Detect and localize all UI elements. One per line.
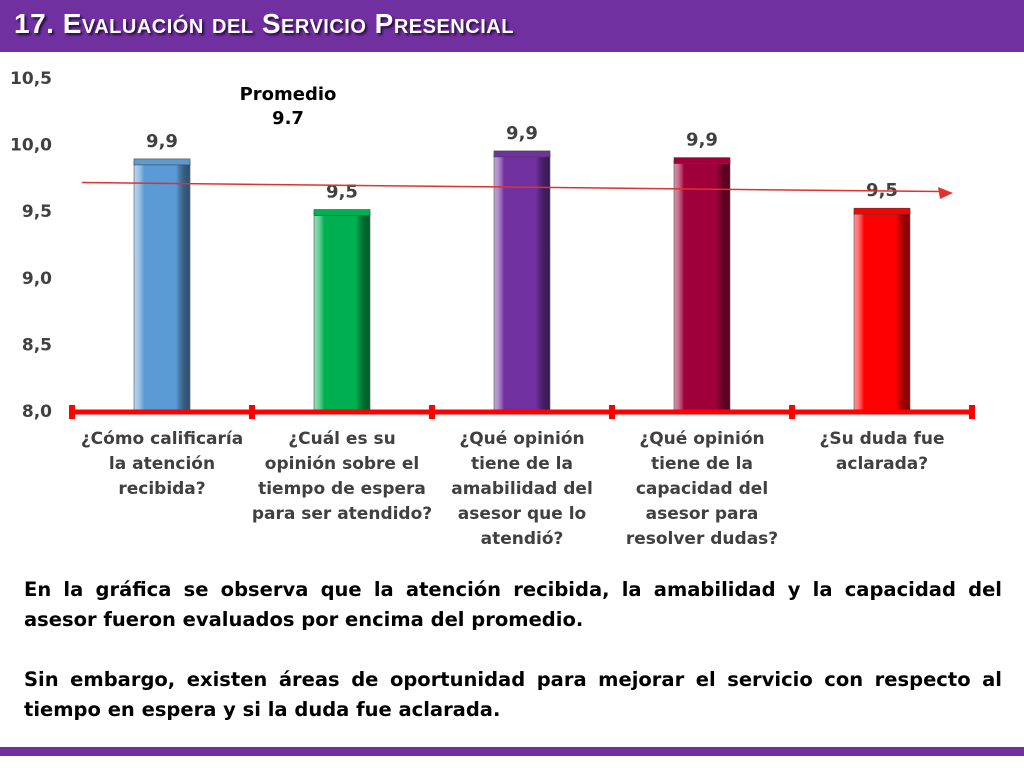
x-category-label-line: opinión sobre el [264,454,420,474]
x-category-label-line: atendió? [480,529,564,549]
x-category-label-line: aclarada? [835,454,929,474]
x-category-label-line: asesor para [645,504,759,524]
x-category-label: ¿Qué opinión tiene de la amabilidad del ase… [427,427,617,552]
title-bar: 17. Evaluación del Servicio Presencial [0,0,1024,52]
x-category-label-line: tiempo de espera [258,479,426,499]
bar-cap [313,209,371,216]
x-axis-tick [789,405,795,419]
note-paragraph-1: En la gráfica se observa que la atención… [24,578,1002,631]
x-category-label-line: asesor que lo [457,504,587,524]
page-title: 17. Evaluación del Servicio Presencial [14,8,514,39]
x-category-label-line: ¿Qué opinión [459,429,585,449]
average-value: 9.7 [272,108,304,129]
x-axis-tick [429,405,435,419]
x-category-label-line: resolver dudas? [625,529,779,549]
y-tick-label: 10,0 [10,136,52,156]
bar [853,210,911,412]
average-arrowhead [938,187,953,199]
y-tick-label: 9,0 [22,269,52,289]
x-category-label-line: la atención [108,454,216,474]
data-label: 9,9 [146,131,178,152]
bar-cap [493,150,551,158]
bar-cap [673,157,731,164]
bar [493,153,551,412]
average-line [81,181,941,193]
x-category-label-line: ¿Qué opinión [639,429,765,449]
x-category-label-line: tiene de la [471,454,573,474]
x-category-label-line: tiene de la [651,454,753,474]
x-category-label-line: capacidad del [635,479,769,499]
x-category-label-line: para ser atendido? [251,504,433,524]
x-category-label-line: ¿Cómo calificaría [80,429,244,449]
x-axis-tick [249,405,255,419]
bar [133,161,191,412]
data-label: 9,9 [506,123,538,144]
bottom-bar [0,747,1024,756]
y-tick-label: 10,5 [10,69,52,89]
y-tick-label: 8,0 [22,402,52,422]
x-category-label: ¿Qué opinión tiene de la capacidad del ases… [607,427,797,552]
bar [673,160,731,412]
x-axis-tick [969,405,975,419]
bar-cap [853,207,911,215]
average-label: Promedio [240,84,337,105]
x-category-label-line: amabilidad del [451,479,593,499]
y-tick-label: 8,5 [22,335,52,355]
x-category-label-line: ¿Cuál es su [288,429,396,449]
x-axis-tick [69,405,75,419]
note-paragraph-2: Sin embargo, existen áreas de oportunida… [24,668,1002,721]
x-category-label: ¿Su duda fue aclarada? [787,427,977,477]
x-category-label: ¿Cuál es su opinión sobre el tiempo de esp… [247,427,437,527]
x-category-label-line: ¿Su duda fue [819,429,945,449]
y-tick-label: 9,5 [22,202,52,222]
x-category-label-line: recibida? [118,479,206,499]
data-label: 9,9 [686,130,718,151]
bar-chart: 8,08,59,09,510,010,59,99,59,9 9,99,5Prome… [10,69,975,422]
bar [313,212,371,412]
x-category-label: ¿Cómo calificaría la atención recibida? [67,427,257,502]
bar-cap [133,158,191,166]
x-axis-tick [609,405,615,419]
data-label: 9,5 [326,182,358,203]
